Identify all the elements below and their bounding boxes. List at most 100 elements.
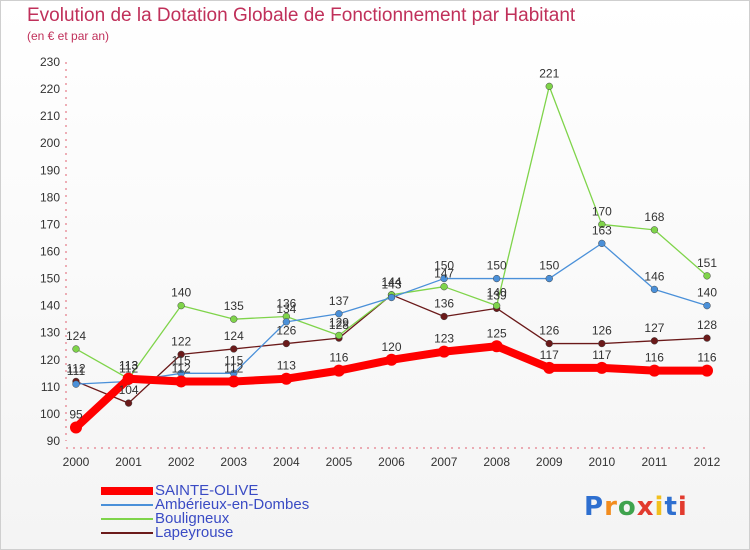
y-tick-label: 130 [40,326,60,340]
data-label: 150 [487,259,507,273]
data-point [545,274,553,283]
data-label: 126 [592,324,612,338]
data-label: 116 [697,351,716,365]
data-label: 113 [119,359,138,373]
data-label: 134 [276,302,296,316]
data-label: 128 [329,318,349,332]
y-tick-label: 140 [40,299,60,313]
data-point [72,380,80,388]
y-tick-label: 200 [40,136,60,150]
data-label: 151 [697,256,717,270]
data-point [230,315,238,323]
data-point [335,310,343,318]
legend-swatch [101,518,153,520]
data-label: 116 [329,351,348,365]
data-label: 112 [172,361,191,375]
data-point [440,274,448,283]
x-tick-label: 2005 [326,455,353,469]
data-point [598,339,606,348]
data-label: 136 [434,296,454,310]
data-label: 126 [276,324,296,338]
legend-label: Ambérieux-en-Dombes [155,496,310,513]
data-point [650,226,659,234]
data-point [332,364,345,377]
data-label: 137 [329,294,349,308]
data-point [490,340,503,353]
legend-label: SAINTE-OLIVE [155,482,259,499]
data-label: 124 [66,329,86,343]
data-label: 140 [697,286,717,300]
data-point [387,293,396,302]
data-point [335,331,343,340]
x-tick-label: 2007 [431,455,458,469]
data-label: 115 [224,353,243,367]
data-point [175,375,188,388]
x-tick-label: 2009 [536,455,563,469]
data-point [230,345,238,353]
chart-subtitle: (en € et par an) [27,29,110,43]
data-point [650,285,659,294]
data-label: 112 [119,361,138,375]
data-point [227,375,240,388]
data-point [280,372,293,385]
data-point [177,350,185,359]
data-label: 140 [171,286,191,300]
logo-letter: t [664,492,678,522]
data-label: 143 [381,278,401,292]
data-label: 117 [592,348,611,362]
data-point [122,372,135,385]
y-tick-label: 110 [41,380,60,394]
x-tick-label: 2002 [168,455,195,469]
y-tick-label: 100 [40,407,60,421]
logo-letter: i [654,492,665,522]
data-point [385,353,398,366]
data-point [598,220,606,229]
x-tick-label: 2010 [588,455,615,469]
legend-swatch [101,504,153,506]
data-label: 128 [697,318,717,332]
proxiti-logo: Proxiti [584,492,688,522]
data-label: 144 [381,275,401,289]
data-label: 147 [434,267,454,281]
data-label: 124 [224,329,244,343]
data-label: 111 [67,364,86,378]
data-label: 95 [69,407,83,421]
data-label: 150 [434,259,454,273]
data-point [703,334,711,342]
logo-letter: r [604,492,618,522]
data-point [177,301,185,310]
data-label: 120 [381,340,401,354]
data-label: 104 [119,383,139,397]
logo-letter: P [584,492,605,522]
data-point [124,399,133,407]
data-label: 150 [539,259,559,273]
data-label: 112 [224,361,243,375]
x-tick-label: 2004 [273,455,300,469]
data-label: 170 [592,204,612,218]
data-label: 116 [645,351,664,365]
series-layer [70,82,713,434]
x-tick-label: 2003 [220,455,247,469]
data-label: 125 [487,326,507,340]
data-label: 221 [539,66,559,80]
x-tick-label: 2012 [694,455,721,469]
y-tick-label: 230 [40,55,60,69]
data-label: 127 [644,321,664,335]
data-label: 117 [540,348,559,362]
data-point [72,345,80,353]
x-tick-label: 2006 [378,455,405,469]
y-tick-label: 190 [40,163,60,177]
data-point [545,82,553,91]
data-label: 126 [539,324,559,338]
data-label: 139 [487,288,507,302]
x-tick-label: 2001 [115,455,142,469]
data-point [598,239,606,248]
axes: 90 100 110 120 130 140 150 160 170 180 190 200 210 22… [40,55,721,469]
data-point [493,274,501,283]
data-label: 113 [119,359,138,373]
y-tick-label: 210 [40,109,60,123]
legend-label: Bouligneux [155,510,230,527]
data-point [70,421,82,434]
